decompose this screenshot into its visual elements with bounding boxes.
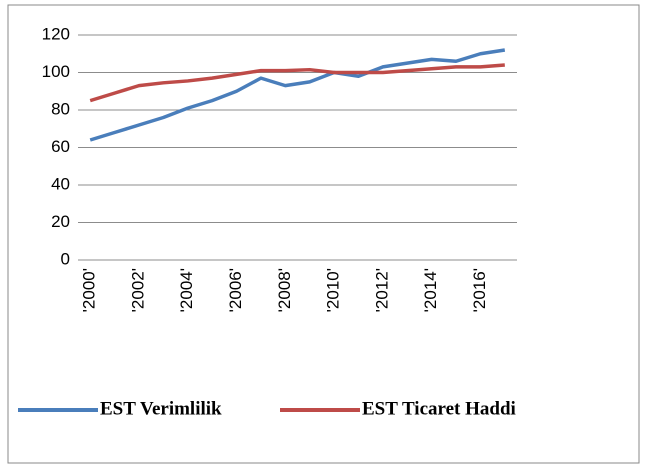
y-tick-label: 40 [51,174,70,193]
y-tick-label: 20 [51,212,70,231]
x-tick-label: '2002' [128,268,147,312]
line-series [89,48,506,142]
line-series [89,63,505,103]
legend-label: EST Verimlilik [100,398,222,419]
x-tick-label: '2000' [80,268,99,312]
x-tick-label: '2016' [470,268,489,312]
x-tick-label: '2012' [372,268,391,312]
legend-label: EST Ticaret Haddi [362,398,516,419]
chart-frame [7,4,640,464]
y-tick-label: 0 [61,249,70,268]
x-tick-label: '2006' [226,268,245,312]
x-tick-label: '2004' [177,268,196,312]
y-tick-label: 80 [51,99,70,118]
x-tick-label: '2010' [324,268,343,312]
x-tick-label: '2008' [275,268,294,312]
y-tick-label: 100 [42,62,70,81]
y-tick-label: 120 [42,24,70,43]
x-tick-label: '2014' [421,268,440,312]
y-tick-label: 60 [51,137,70,156]
